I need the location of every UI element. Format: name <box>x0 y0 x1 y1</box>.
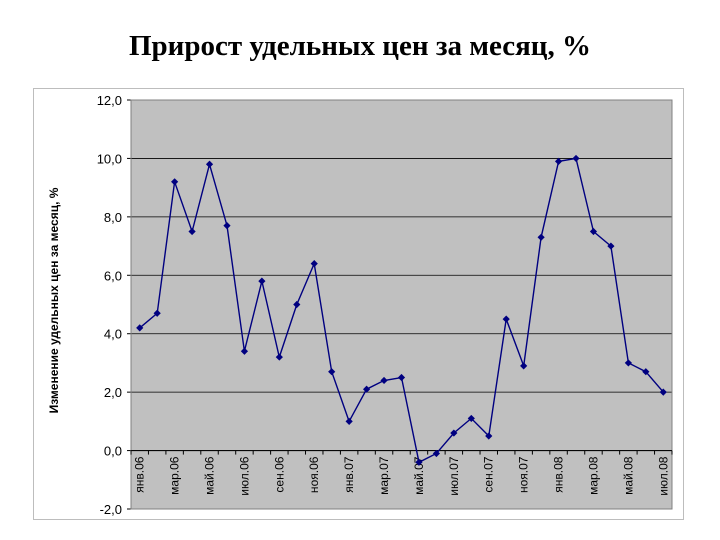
data-point <box>624 359 632 367</box>
y-tick-label: 6,0 <box>104 268 122 283</box>
data-point <box>205 160 214 168</box>
data-point <box>467 414 475 423</box>
x-tick-label: мар.06 <box>168 456 182 495</box>
data-point <box>450 429 458 437</box>
data-point <box>485 432 493 440</box>
y-tick-label: 4,0 <box>104 327 122 342</box>
x-tick-label: сен.07 <box>482 456 496 492</box>
data-point <box>642 368 650 376</box>
x-tick-label: мар.08 <box>586 456 600 495</box>
data-point <box>293 300 301 309</box>
y-tick-label: 2,0 <box>104 385 122 400</box>
data-point <box>554 157 563 165</box>
x-tick-label: май.07 <box>412 456 426 495</box>
plot-area <box>131 100 672 509</box>
page-title: Прирост удельных цен за месяц, % <box>128 30 591 62</box>
x-tick-label: июл.07 <box>447 456 461 495</box>
data-point <box>153 309 161 317</box>
data-point <box>345 417 353 425</box>
data-point <box>659 388 667 396</box>
y-tick-label: 8,0 <box>104 210 122 225</box>
line-chart: -2,0 0,0 2,0 4,0 6,0 8,0 10,0 12,0 янв.06 мар.06… <box>47 93 673 517</box>
x-tick-label: май.06 <box>203 456 217 495</box>
data-points <box>136 154 667 466</box>
data-point <box>188 227 196 236</box>
data-point <box>607 242 615 250</box>
data-point <box>240 347 249 355</box>
data-point <box>537 233 545 241</box>
data-point <box>328 368 336 376</box>
data-point <box>520 362 528 370</box>
x-tick-label: янв.08 <box>552 456 566 493</box>
data-point <box>223 222 231 230</box>
data-point <box>397 373 406 382</box>
axes <box>127 99 673 510</box>
data-point <box>415 458 423 466</box>
y-tick-labels: -2,0 0,0 2,0 4,0 6,0 8,0 10,0 12,0 <box>97 93 122 517</box>
x-tick-label: ноя.06 <box>307 456 321 493</box>
y-axis-label: Изменение удельных цен за месяц, % <box>47 187 61 413</box>
data-point <box>362 385 371 393</box>
data-point <box>380 376 388 385</box>
y-tick-label: 0,0 <box>104 444 122 459</box>
x-tick-label: янв.06 <box>133 456 147 493</box>
x-tick-label: янв.07 <box>342 456 356 493</box>
x-tick-labels: янв.06 мар.06 май.06 июл.06 сен.06 ноя.06 янв.… <box>133 456 671 495</box>
chart-frame: -2,0 0,0 2,0 4,0 6,0 8,0 10,0 12,0 янв.06 мар.06… <box>33 88 684 520</box>
x-tick-label: май.08 <box>621 456 635 495</box>
y-tick-label: -2,0 <box>100 502 122 517</box>
y-tick-label: 12,0 <box>97 93 122 108</box>
data-point <box>171 178 179 186</box>
data-point <box>432 449 441 458</box>
x-tick-label: июл.06 <box>237 456 251 495</box>
x-tick-label: мар.07 <box>377 456 391 495</box>
data-point <box>589 227 598 236</box>
data-point <box>502 315 510 323</box>
y-tick-label: 10,0 <box>97 151 122 166</box>
x-tick-label: ноя.07 <box>517 456 531 493</box>
x-tick-label: июл.08 <box>656 456 670 495</box>
x-tick-label: сен.06 <box>272 456 286 492</box>
